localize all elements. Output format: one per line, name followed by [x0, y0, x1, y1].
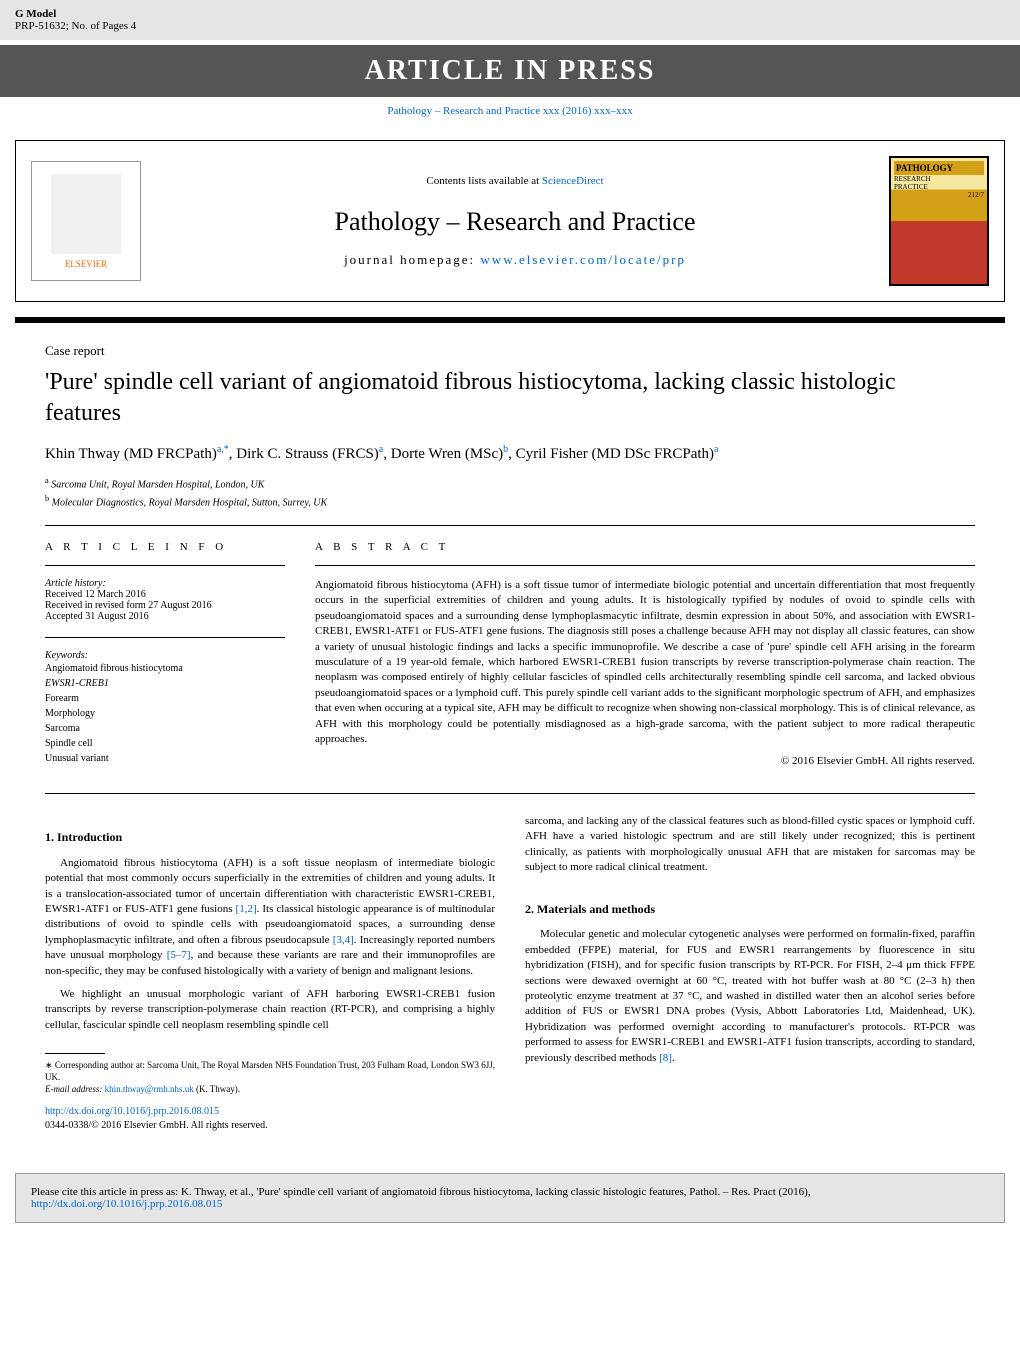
intro-heading: 1. Introduction — [45, 829, 495, 846]
keyword-item: EWSR1-CREB1 — [45, 676, 285, 691]
journal-homepage: journal homepage: www.elsevier.com/locat… — [141, 252, 889, 268]
elsevier-label: ELSEVIER — [65, 259, 108, 269]
ref-link[interactable]: [3,4] — [333, 934, 354, 946]
journal-cover-thumbnail[interactable]: PATHOLOGY RESEARCH PRACTICE 212/7 — [889, 156, 989, 286]
keywords-list: Angiomatoid fibrous histiocytomaEWSR1-CR… — [45, 661, 285, 766]
corresponding-author-footnote: ∗ Corresponding author at: Sarcoma Unit,… — [45, 1060, 495, 1095]
col2-continuation: sarcoma, and lacking any of the classica… — [525, 814, 975, 876]
article-info-heading: A R T I C L E I N F O — [45, 541, 285, 553]
issn-copyright: 0344-0338/© 2016 Elsevier GmbH. All righ… — [45, 1119, 495, 1133]
left-column: 1. Introduction Angiomatoid fibrous hist… — [45, 814, 495, 1133]
keywords-label: Keywords: — [45, 650, 285, 661]
keywords-block: Keywords: Angiomatoid fibrous histiocyto… — [45, 650, 285, 766]
gmodel-code: PRP-51632; No. of Pages 4 — [15, 20, 1005, 32]
article-title: 'Pure' spindle cell variant of angiomato… — [45, 367, 975, 429]
doi-link[interactable]: http://dx.doi.org/10.1016/j.prp.2016.08.… — [45, 1106, 219, 1117]
affiliation-item: b Molecular Diagnostics, Royal Marsden H… — [45, 493, 975, 510]
ref-link[interactable]: [8] — [659, 1052, 672, 1064]
revised-date: Received in revised form 27 August 2016 — [45, 600, 285, 611]
abstract-copyright: © 2016 Elsevier GmbH. All rights reserve… — [315, 755, 975, 767]
footnote-separator — [45, 1053, 105, 1054]
elsevier-logo[interactable]: ELSEVIER — [31, 161, 141, 281]
journal-citation-link[interactable]: Pathology – Research and Practice xxx (2… — [0, 97, 1020, 125]
abstract-block: A B S T R A C T Angiomatoid fibrous hist… — [315, 541, 975, 781]
contents-text: Contents lists available at — [426, 175, 541, 187]
email-name: (K. Thway). — [194, 1084, 240, 1094]
ref-link[interactable]: [1,2] — [236, 903, 257, 915]
article-history: Article history: Received 12 March 2016 … — [45, 578, 285, 622]
article-info: A R T I C L E I N F O Article history: R… — [45, 541, 285, 781]
citation-text: Please cite this article in press as: K.… — [31, 1186, 811, 1198]
keyword-item: Angiomatoid fibrous histiocytoma — [45, 661, 285, 676]
methods-text: . — [672, 1052, 675, 1064]
keyword-item: Unusual variant — [45, 751, 285, 766]
journal-link-text[interactable]: Pathology – Research and Practice xxx (2… — [387, 105, 632, 117]
rule — [45, 525, 975, 526]
ref-link[interactable]: [5–7] — [167, 949, 191, 961]
keyword-item: Morphology — [45, 706, 285, 721]
methods-heading: 2. Materials and methods — [525, 901, 975, 918]
authors-list: Khin Thway (MD FRCPath)a,*, Dirk C. Stra… — [45, 444, 975, 463]
methods-text: Molecular genetic and molecular cytogene… — [525, 928, 975, 1063]
citation-box: Please cite this article in press as: K.… — [15, 1173, 1005, 1223]
abstract-text: Angiomatoid fibrous histiocytoma (AFH) i… — [315, 578, 975, 747]
homepage-label: journal homepage: — [344, 252, 480, 267]
cover-vol: 212/7 — [894, 191, 984, 199]
email-label: E-mail address: — [45, 1084, 105, 1094]
journal-masthead: ELSEVIER Contents lists available at Sci… — [15, 140, 1005, 302]
gmodel-label: G Model — [15, 8, 1005, 20]
sciencedirect-link[interactable]: ScienceDirect — [542, 175, 604, 187]
contents-line: Contents lists available at ScienceDirec… — [141, 175, 889, 187]
elsevier-tree-icon — [51, 174, 121, 254]
article-in-press-banner: ARTICLE IN PRESS — [0, 45, 1020, 97]
affiliation-item: a Sarcoma Unit, Royal Marsden Hospital, … — [45, 475, 975, 492]
intro-paragraph-1: Angiomatoid fibrous histiocytoma (AFH) i… — [45, 856, 495, 979]
methods-paragraph: Molecular genetic and molecular cytogene… — [525, 927, 975, 1066]
article-type: Case report — [45, 343, 975, 359]
cover-sub2: PRACTICE — [894, 183, 984, 191]
doi-block: http://dx.doi.org/10.1016/j.prp.2016.08.… — [45, 1105, 495, 1133]
body-columns: 1. Introduction Angiomatoid fibrous hist… — [45, 814, 975, 1133]
intro-paragraph-2: We highlight an unusual morphologic vari… — [45, 987, 495, 1033]
keyword-item: Spindle cell — [45, 736, 285, 751]
journal-title: Pathology – Research and Practice — [141, 207, 889, 237]
affiliations: a Sarcoma Unit, Royal Marsden Hospital, … — [45, 475, 975, 510]
article-content: Case report 'Pure' spindle cell variant … — [0, 323, 1020, 1153]
rule — [45, 793, 975, 794]
cover-title: PATHOLOGY — [894, 161, 984, 175]
history-label: Article history: — [45, 578, 285, 589]
citation-doi-link[interactable]: http://dx.doi.org/10.1016/j.prp.2016.08.… — [31, 1198, 222, 1210]
email-line: E-mail address: khin.thway@rmh.nhs.uk (K… — [45, 1084, 495, 1096]
email-link[interactable]: khin.thway@rmh.nhs.uk — [105, 1084, 194, 1094]
rule — [315, 565, 975, 566]
gmodel-header: G Model PRP-51632; No. of Pages 4 — [0, 0, 1020, 40]
accepted-date: Accepted 31 August 2016 — [45, 611, 285, 622]
received-date: Received 12 March 2016 — [45, 589, 285, 600]
masthead-center: Contents lists available at ScienceDirec… — [141, 175, 889, 268]
keyword-item: Forearm — [45, 691, 285, 706]
keyword-item: Sarcoma — [45, 721, 285, 736]
rule — [45, 637, 285, 638]
abstract-heading: A B S T R A C T — [315, 541, 975, 553]
right-column: sarcoma, and lacking any of the classica… — [525, 814, 975, 1133]
homepage-url[interactable]: www.elsevier.com/locate/prp — [480, 252, 686, 267]
corr-text: ∗ Corresponding author at: Sarcoma Unit,… — [45, 1060, 495, 1083]
rule — [45, 565, 285, 566]
cover-sub1: RESEARCH — [894, 175, 984, 183]
info-abstract-row: A R T I C L E I N F O Article history: R… — [45, 541, 975, 781]
